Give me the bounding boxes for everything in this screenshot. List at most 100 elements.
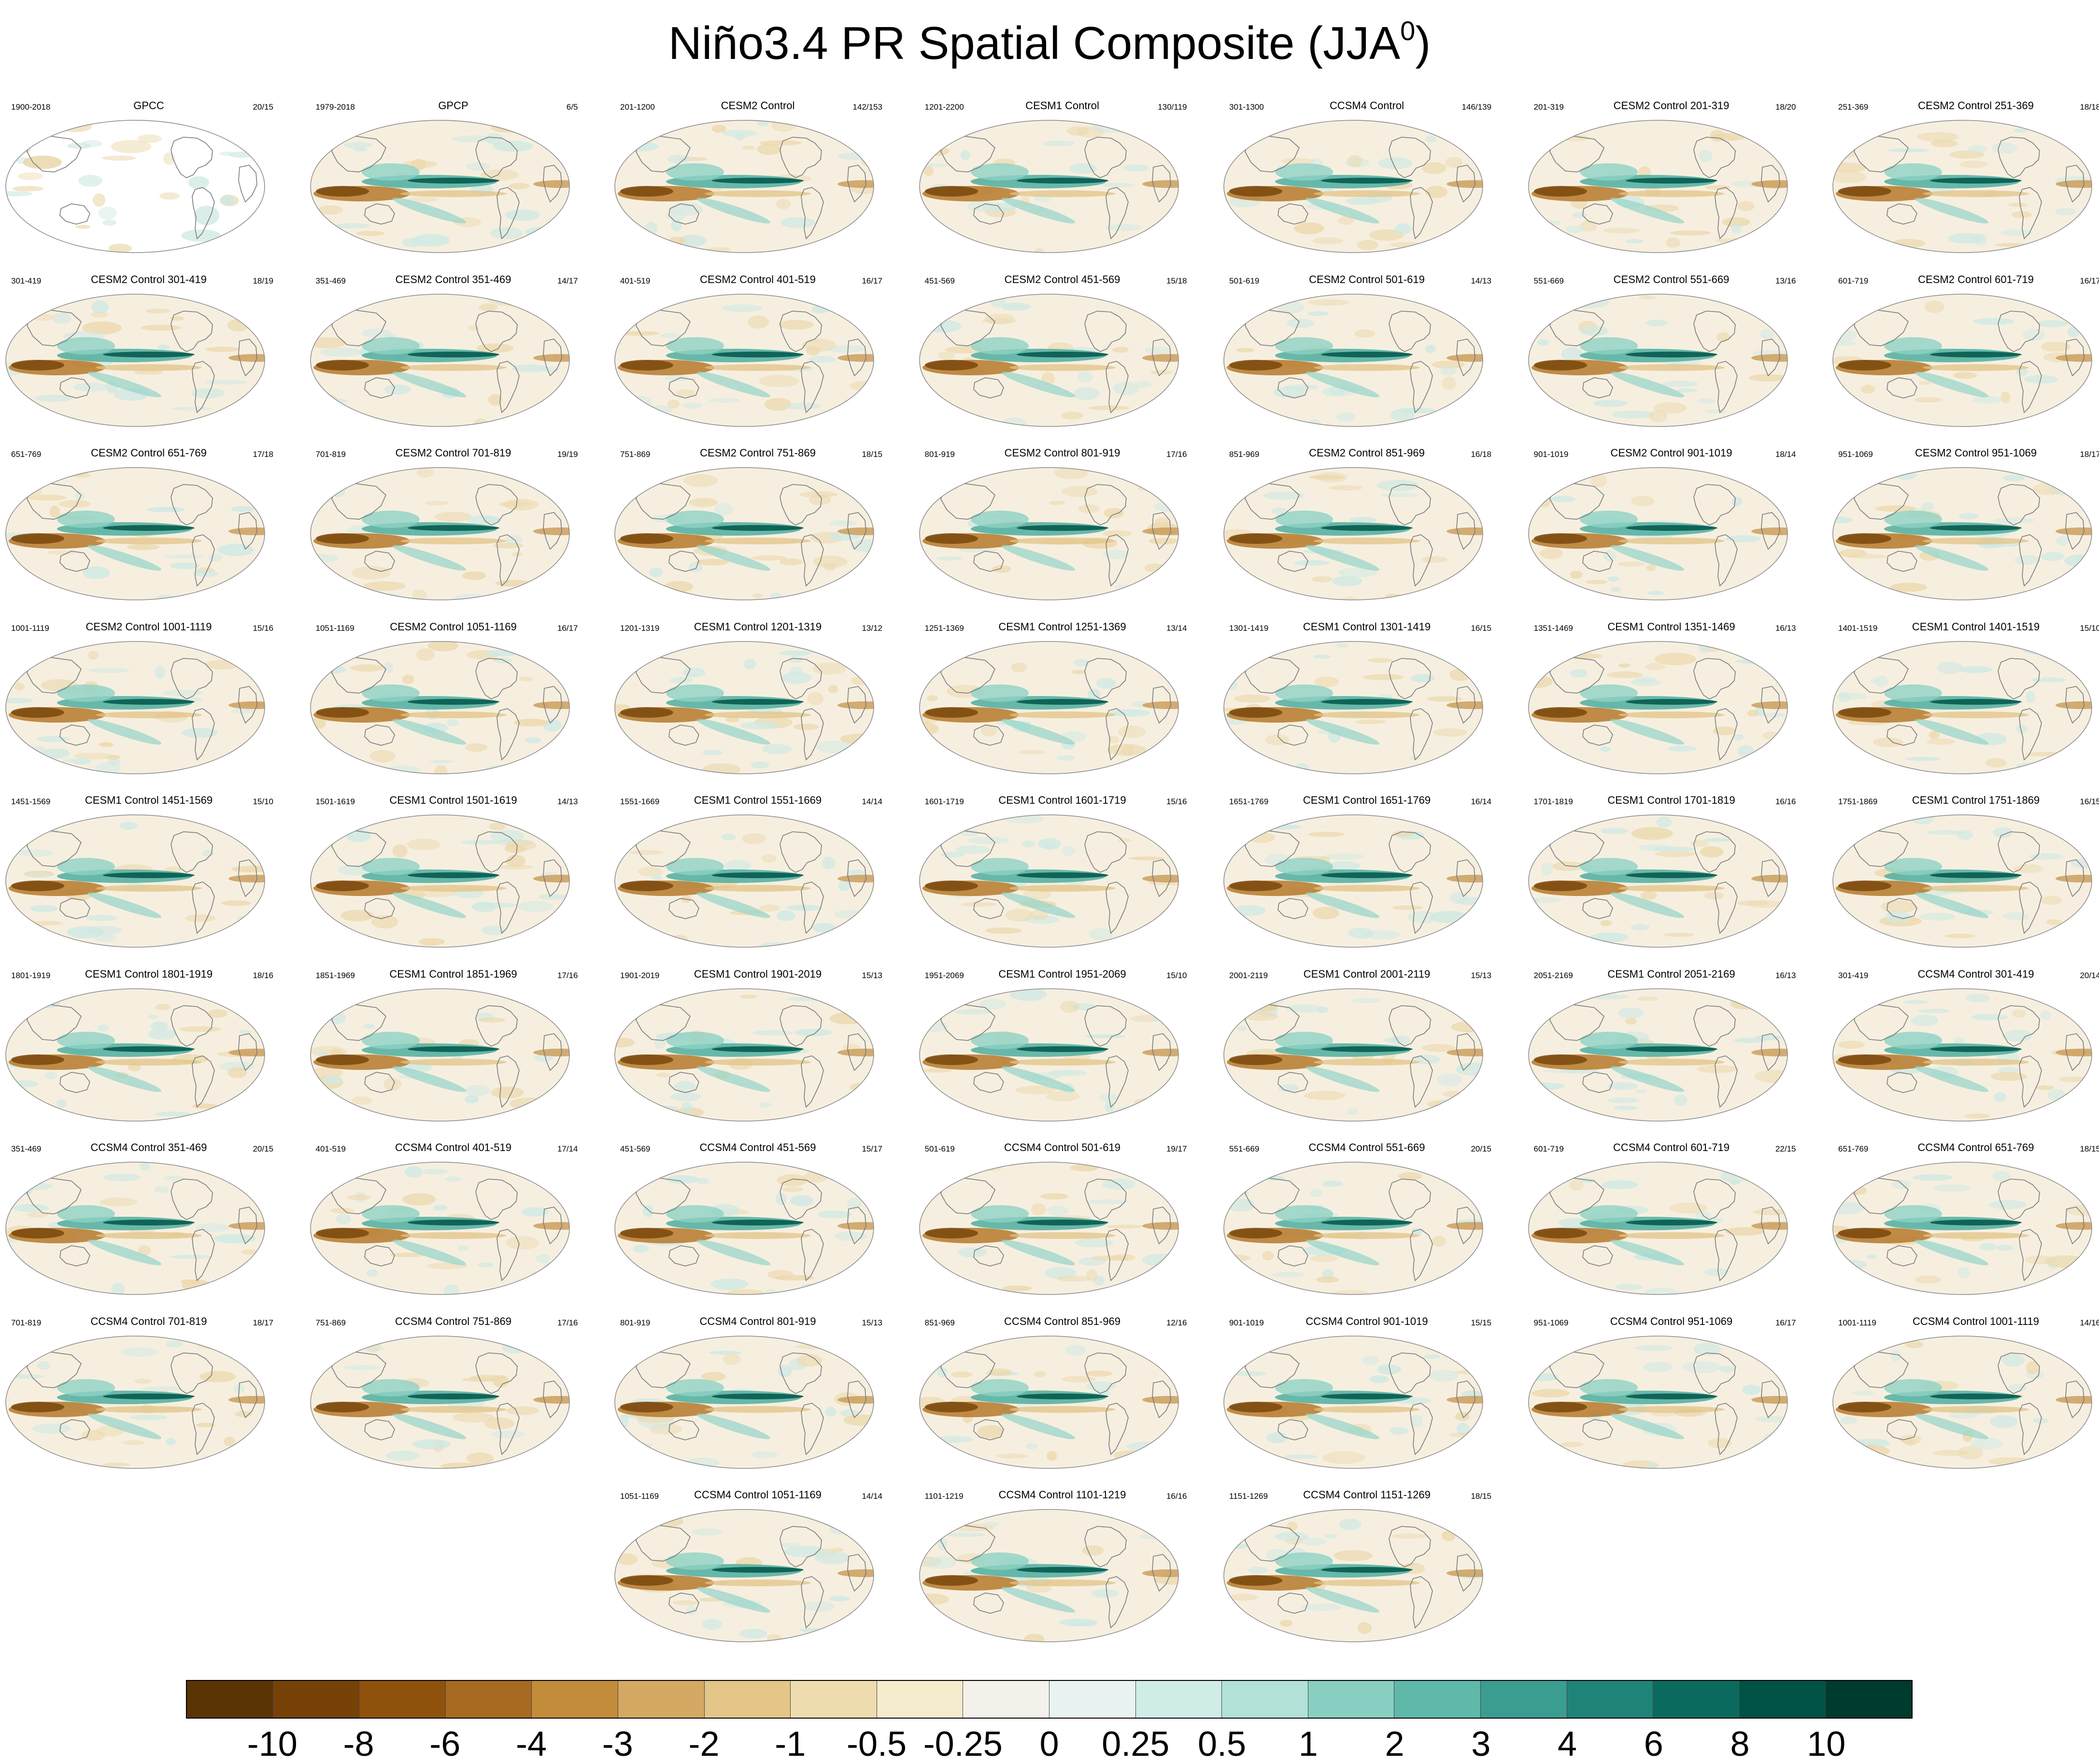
coastlines [331, 483, 562, 587]
coastlines [1549, 136, 1780, 240]
panel-title: CESM1 Control 1551-1669 [694, 794, 822, 806]
panel-title: CESM1 Control 1451-1569 [85, 794, 213, 806]
panel-title: CCSM4 Control 651-769 [1917, 1141, 2034, 1153]
map-panel-plot [919, 988, 1179, 1122]
colorbar-tick-label: -6 [429, 1725, 461, 1764]
coastlines [331, 1178, 562, 1281]
colorbar-tick-label: 2 [1385, 1725, 1404, 1764]
map-panel-plot [1832, 120, 2092, 253]
coastlines [1245, 1525, 1475, 1629]
map-outline [1528, 1162, 1788, 1295]
map-outline [310, 293, 570, 427]
map-panel: 1901-2019 CESM1 Control 1901-2019 15/13 [613, 963, 903, 1130]
precipitation-field [6, 1162, 265, 1295]
map-outline [1528, 293, 1788, 427]
map-panel: 751-869 CCSM4 Control 751-869 17/16 [309, 1310, 598, 1477]
precipitation-field [1833, 1165, 2092, 1284]
coastlines [940, 1351, 1171, 1455]
panel-event-count: 15/10 [2080, 623, 2099, 633]
map-panel: 551-669 CESM2 Control 551-669 13/16 [1527, 269, 1816, 435]
map-panel: 1251-1369 CESM1 Control 1251-1369 13/14 [918, 616, 1207, 782]
panel-event-count: 22/15 [1775, 1144, 1796, 1153]
map-panel-plot [5, 640, 265, 774]
map-outline [1223, 467, 1483, 600]
coastlines [27, 136, 257, 240]
coastlines [331, 830, 562, 934]
panel-year-range: 351-469 [315, 276, 346, 285]
panel-year-range: 1551-1669 [620, 797, 660, 806]
panel-title: CESM2 Control 601-719 [1918, 273, 2034, 285]
panel-year-range: 1001-1119 [11, 623, 49, 633]
coastlines [1854, 1351, 2085, 1455]
panel-event-count: 19/19 [557, 450, 578, 459]
coastlines [331, 309, 562, 413]
map-panel: 851-969 CCSM4 Control 851-969 12/16 [918, 1310, 1207, 1477]
map-panel: 401-519 CCSM4 Control 401-519 17/14 [309, 1137, 598, 1303]
map-panel: 501-619 CCSM4 Control 501-619 19/17 [918, 1137, 1207, 1303]
panel-title: CESM1 Control 1301-1419 [1303, 620, 1431, 633]
map-outline [1223, 1509, 1483, 1642]
map-panel-plot [1223, 640, 1483, 774]
map-outline [1528, 814, 1788, 948]
precipitation-field [6, 650, 265, 774]
map-panel: 301-419 CESM2 Control 301-419 18/19 [4, 269, 294, 435]
panel-year-range: 701-819 [315, 450, 346, 459]
coastlines [1245, 656, 1475, 761]
map-panel-plot [1832, 1335, 2092, 1469]
panel-event-count: 18/15 [862, 450, 882, 459]
map-outline [614, 1335, 874, 1469]
panel-event-count: 16/17 [862, 276, 882, 285]
panel-year-range: 301-419 [1838, 970, 1869, 980]
map-background [6, 120, 265, 253]
coastlines [1245, 1004, 1475, 1108]
panel-title: CESM2 Control 351-469 [395, 273, 511, 285]
map-panel-plot [1832, 988, 2092, 1122]
map-panel: 1451-1569 CESM1 Control 1451-1569 15/10 [4, 789, 294, 956]
colorbar-box [187, 1681, 273, 1718]
map-outline [1223, 1162, 1483, 1295]
coastlines [331, 656, 562, 761]
map-panel-plot [1223, 467, 1483, 600]
panel-year-range: 501-619 [1229, 276, 1260, 285]
panel-title: CCSM4 Control 551-669 [1308, 1141, 1425, 1153]
map-panel-plot [919, 1162, 1179, 1295]
panel-event-count: 146/139 [1461, 102, 1491, 112]
map-panel: 601-719 CESM2 Control 601-719 16/17 [1831, 269, 2099, 435]
colorbar-tick-label: 1 [1298, 1725, 1318, 1764]
panel-year-range: 1751-1869 [1838, 797, 1878, 806]
colorbar-box [1135, 1681, 1222, 1718]
precipitation-field [6, 998, 265, 1121]
map-outline [919, 1335, 1179, 1469]
panel-title: CCSM4 Control 301-419 [1917, 967, 2034, 980]
panel-event-count: 15/13 [1471, 970, 1491, 980]
map-outline [614, 120, 874, 253]
panel-event-count: 18/16 [253, 970, 273, 980]
map-outline [5, 293, 265, 427]
panel-year-range: 301-1300 [1229, 102, 1264, 112]
map-panel-plot [1528, 640, 1788, 774]
map-panel-plot [310, 293, 570, 427]
panel-year-range: 751-869 [620, 450, 651, 459]
map-outline [5, 1335, 265, 1469]
panel-title: CCSM4 Control 751-869 [395, 1315, 511, 1327]
map-outline [1528, 640, 1788, 774]
map-panel: 1301-1419 CESM1 Control 1301-1419 16/15 [1222, 616, 1512, 782]
panel-year-range: 851-969 [1229, 450, 1260, 459]
map-panel-plot [919, 467, 1179, 600]
map-panel-plot [1223, 988, 1483, 1122]
panel-event-count: 130/119 [1158, 102, 1187, 112]
map-panel-plot [310, 1162, 570, 1295]
panel-title: CCSM4 Control 901-1019 [1305, 1315, 1428, 1327]
precipitation-field [919, 123, 1178, 253]
panel-year-range: 1900-2018 [11, 102, 51, 112]
map-panel-plot [310, 1335, 570, 1469]
panel-year-range: 1251-1369 [924, 623, 964, 633]
panel-year-range: 1151-1269 [1229, 1492, 1268, 1501]
coastlines [1854, 1178, 2085, 1281]
panel-title: GPCP [438, 100, 468, 112]
precipitation-field [1833, 295, 2092, 427]
precipitation-field [919, 1164, 1178, 1295]
panel-year-range: 951-1069 [1533, 1318, 1569, 1327]
coastlines [331, 1351, 562, 1455]
coastlines [1245, 483, 1475, 587]
